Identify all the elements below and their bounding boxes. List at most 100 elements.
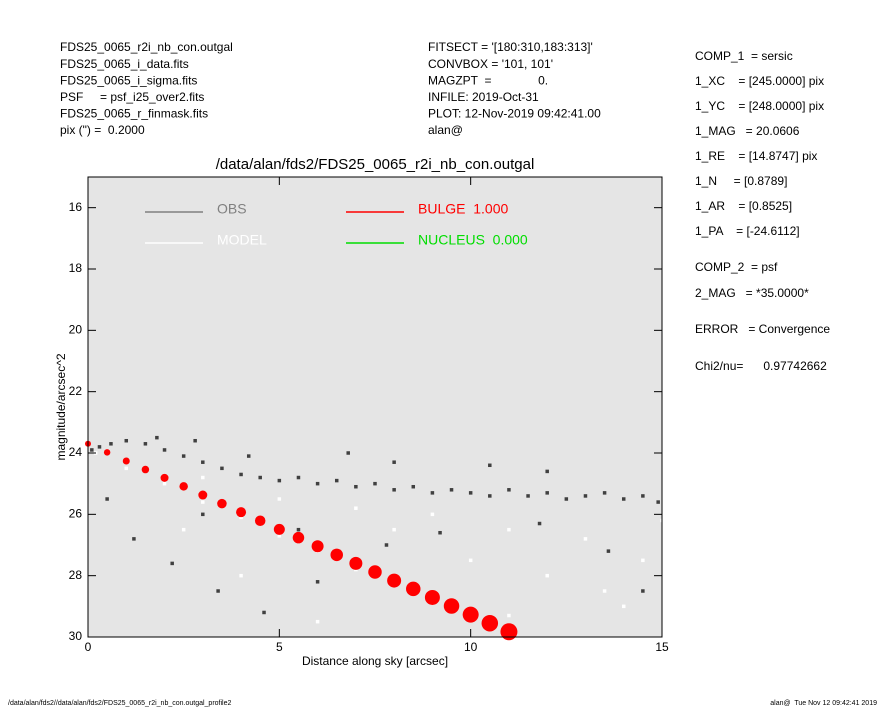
data-point <box>438 530 442 535</box>
data-point <box>254 515 266 527</box>
x-tick-label: 15 <box>655 640 669 654</box>
data-point <box>220 466 224 471</box>
data-point <box>430 512 435 517</box>
data-point <box>311 540 324 553</box>
header-line: alan@ <box>428 123 463 137</box>
plot-frame <box>87 176 663 638</box>
data-point <box>179 482 188 491</box>
data-point <box>392 488 396 492</box>
data-point <box>641 589 645 593</box>
legend-label: BULGE 1.000 <box>418 201 508 217</box>
data-point <box>97 445 102 449</box>
data-point <box>198 490 208 500</box>
fit-parameter: Chi2/nu= 0.97742662 <box>695 359 827 373</box>
data-point <box>141 465 150 474</box>
data-point <box>334 478 339 483</box>
y-tick-label: 26 <box>69 507 83 521</box>
data-point <box>296 475 301 480</box>
data-point <box>526 494 530 498</box>
legend-label: MODEL <box>217 232 267 248</box>
data-point <box>392 460 396 464</box>
footer-path: /data/alan/fds2//data/alan/fds2/FDS25_00… <box>8 700 231 707</box>
data-point <box>124 438 129 443</box>
data-point <box>277 478 282 483</box>
x-tick-label: 10 <box>464 640 478 654</box>
data-point <box>406 581 421 597</box>
fit-parameter: 2_MAG = *35.0000* <box>695 286 809 300</box>
data-point <box>201 460 205 464</box>
data-point <box>296 527 301 532</box>
header-line: FDS25_0065_r2i_nb_con.outgal <box>60 40 233 54</box>
data-point <box>292 531 305 544</box>
data-point <box>122 457 130 465</box>
data-point <box>160 473 169 482</box>
data-point <box>315 619 320 624</box>
legend-label: NUCLEUS 0.000 <box>418 232 528 248</box>
data-point <box>368 565 382 579</box>
data-point <box>236 507 247 518</box>
data-point <box>641 558 645 563</box>
data-point <box>481 614 499 632</box>
data-point <box>430 491 435 495</box>
data-point <box>462 606 479 623</box>
data-point <box>354 484 358 489</box>
data-point <box>277 497 282 501</box>
data-point <box>155 435 159 440</box>
data-point <box>181 454 186 458</box>
points <box>85 435 664 641</box>
fit-parameter: COMP_1 = sersic <box>695 49 793 63</box>
legend-label: OBS <box>217 201 247 217</box>
data-point <box>201 500 205 504</box>
data-point <box>602 589 607 593</box>
fit-parameter: 1_XC = [245.0000] pix <box>695 74 824 88</box>
data-point <box>277 534 282 538</box>
data-point <box>90 448 94 452</box>
chart-title: /data/alan/fds2/FDS25_0065_r2i_nb_con.ou… <box>216 156 535 173</box>
data-point <box>162 448 167 452</box>
data-point <box>545 469 549 474</box>
data-point <box>641 494 645 498</box>
data-point <box>349 556 363 570</box>
fit-parameter: 1_N = [0.8789] <box>695 174 787 188</box>
data-point <box>545 491 549 495</box>
data-point <box>656 500 660 504</box>
data-point <box>143 442 148 446</box>
data-point <box>262 610 266 615</box>
data-point <box>507 527 511 532</box>
data-point <box>449 488 454 492</box>
data-point <box>346 451 350 455</box>
header-line: FDS25_0065_i_sigma.fits <box>60 73 197 87</box>
header-line: FDS25_0065_i_data.fits <box>60 57 189 71</box>
data-point <box>124 466 129 471</box>
header-line: FITSECT = '[180:310,183:313]' <box>428 40 593 54</box>
data-point <box>373 481 377 486</box>
y-tick-label: 24 <box>69 445 83 459</box>
plot-area <box>88 177 662 637</box>
x-axis-label: Distance along sky [arcsec] <box>302 654 448 668</box>
data-point <box>258 475 262 480</box>
data-point <box>488 494 492 498</box>
data-point <box>109 442 113 446</box>
data-point <box>564 497 569 501</box>
header-line: pix (") = 0.2000 <box>60 123 145 137</box>
data-point <box>216 589 220 593</box>
data-point <box>583 537 588 541</box>
header-line: PSF = psf_i25_over2.fits <box>60 90 204 104</box>
fit-parameter: 1_YC = [248.0000] pix <box>695 99 824 113</box>
axes <box>87 176 663 638</box>
data-point <box>500 623 518 641</box>
data-point <box>162 481 167 486</box>
data-point <box>384 543 389 547</box>
data-point <box>443 598 460 614</box>
data-point <box>239 472 243 477</box>
fit-parameter: ERROR = Convergence <box>695 322 830 336</box>
fit-parameter: 1_PA = [-24.6112] <box>695 224 800 238</box>
fit-parameter: COMP_2 = psf <box>695 260 778 274</box>
y-tick-label: 22 <box>69 384 83 398</box>
x-tick-label: 5 <box>276 640 283 654</box>
header-line: PLOT: 12-Nov-2019 09:42:41.00 <box>428 107 601 121</box>
fit-parameter: 1_AR = [0.8525] <box>695 199 792 213</box>
data-point <box>411 484 416 489</box>
data-point <box>387 573 402 588</box>
x-tick-label: 0 <box>85 640 92 654</box>
